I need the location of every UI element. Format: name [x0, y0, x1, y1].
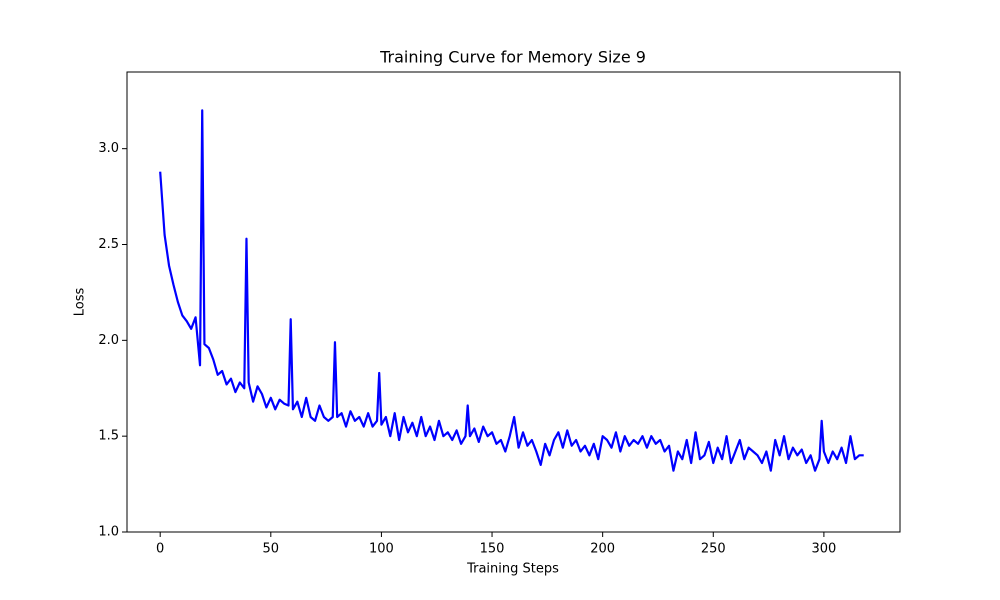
x-tick-label: 300 — [811, 542, 836, 557]
x-tick-label: 150 — [480, 542, 505, 557]
x-tick-label: 250 — [701, 542, 726, 557]
line-series — [159, 109, 864, 472]
x-tick-label: 50 — [263, 542, 280, 557]
x-axis-label: Training Steps — [466, 562, 559, 577]
x-tick-label: 100 — [369, 542, 394, 557]
y-tick-label: 1.5 — [98, 429, 119, 444]
y-tick-label: 2.5 — [98, 237, 119, 252]
plot-frame — [126, 71, 901, 533]
y-tick-label: 3.0 — [98, 141, 119, 156]
y-axis-label: Loss — [73, 288, 88, 317]
x-tick-label: 0 — [156, 542, 164, 557]
x-tick-label: 200 — [590, 542, 615, 557]
y-tick-label: 2.0 — [98, 333, 119, 348]
y-tick-label: 1.0 — [98, 525, 119, 540]
chart-title: Training Curve for Memory Size 9 — [379, 48, 646, 67]
